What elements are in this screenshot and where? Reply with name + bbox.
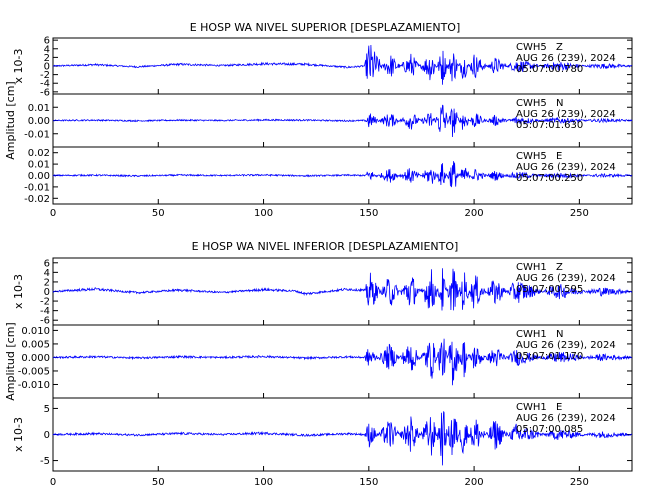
date-label: AUG 26 (239), 2024 [516, 340, 616, 351]
channel-label: E [556, 151, 562, 162]
y-tick-label: 4 [44, 44, 50, 55]
x-tick-label: 50 [152, 208, 165, 219]
x-tick-label: 100 [254, 477, 273, 488]
y-tick-label: 4 [44, 268, 50, 279]
waveform-trace [52, 411, 633, 466]
x-tick-label: 200 [465, 208, 484, 219]
time-label: 05:07:00.780 [516, 64, 583, 75]
station-label: CWH5 [516, 98, 547, 109]
station-label: CWH1 [516, 262, 547, 273]
y-tick-label: 0.01 [28, 103, 50, 114]
waveform-trace [52, 268, 633, 311]
y-tick-label: -0.02 [24, 194, 50, 205]
x-tick-label: 150 [359, 477, 378, 488]
y-tick-label: -0.010 [18, 380, 50, 391]
x-tick-label: 0 [50, 208, 56, 219]
y-tick-label: -5 [40, 456, 50, 467]
waveform-trace [52, 104, 633, 138]
y-tick-label: 0.00 [28, 171, 50, 182]
y-tick-label: 0.010 [21, 326, 50, 337]
y-tick-label: -6 [40, 87, 50, 98]
scale-label: x 10-3 [12, 49, 25, 84]
y-tick-label: -0.01 [24, 182, 50, 193]
station-label: CWH1 [516, 329, 547, 340]
date-label: AUG 26 (239), 2024 [516, 273, 616, 284]
y-tick-label: -0.005 [18, 366, 50, 377]
y-axis-label: Amplitud [cm] [4, 81, 17, 159]
y-tick-label: -6 [40, 316, 50, 327]
time-label: 05:07:00.250 [516, 173, 583, 184]
chart-title: E HOSP WA NIVEL SUPERIOR [DESPLAZAMIENTO… [190, 21, 461, 34]
y-tick-label: 5 [44, 404, 50, 415]
channel-label: Z [556, 262, 563, 273]
y-axis-label: Amplitud [cm] [4, 322, 17, 400]
x-tick-label: 250 [570, 208, 589, 219]
y-tick-label: 0.00 [28, 116, 50, 127]
y-tick-label: 0.005 [21, 339, 50, 350]
scale-label: x 10-3 [12, 274, 25, 309]
y-tick-label: 0 [44, 287, 50, 298]
date-label: AUG 26 (239), 2024 [516, 162, 616, 173]
x-tick-label: 200 [465, 477, 484, 488]
chart-title: E HOSP WA NIVEL INFERIOR [DESPLAZAMIENTO… [192, 240, 459, 253]
waveform-trace [52, 161, 632, 188]
y-tick-label: 0 [44, 62, 50, 73]
y-tick-label: 0 [44, 430, 50, 441]
x-tick-label: 250 [570, 477, 589, 488]
waveform-trace [52, 338, 632, 386]
y-tick-label: -0.01 [24, 129, 50, 140]
y-tick-label: -4 [40, 306, 50, 317]
station-label: CWH5 [516, 151, 547, 162]
station-label: CWH5 [516, 42, 547, 53]
waveform-trace [52, 44, 633, 85]
x-tick-label: 100 [254, 208, 273, 219]
y-tick-label: -2 [40, 297, 50, 308]
y-tick-label: 6 [44, 258, 50, 269]
x-tick-label: 50 [152, 477, 165, 488]
channel-label: N [556, 98, 563, 109]
x-tick-label: 0 [50, 477, 56, 488]
time-label: 05:07:01.170 [516, 351, 583, 362]
time-label: 05:07:01.630 [516, 120, 583, 131]
time-label: 05:07:00.595 [516, 284, 583, 295]
y-tick-label: 2 [44, 53, 50, 64]
scale-label: x 10-3 [12, 417, 25, 452]
y-tick-label: 2 [44, 277, 50, 288]
y-tick-label: -4 [40, 79, 50, 90]
channel-label: E [556, 402, 562, 413]
y-tick-label: 6 [44, 36, 50, 47]
channel-label: N [556, 329, 563, 340]
date-label: AUG 26 (239), 2024 [516, 53, 616, 64]
y-tick-label: -2 [40, 70, 50, 81]
x-tick-label: 150 [359, 208, 378, 219]
date-label: AUG 26 (239), 2024 [516, 413, 616, 424]
y-tick-label: 0.02 [28, 148, 50, 159]
y-tick-label: 0.01 [28, 160, 50, 171]
date-label: AUG 26 (239), 2024 [516, 109, 616, 120]
station-label: CWH1 [516, 402, 547, 413]
y-tick-label: 0.000 [21, 353, 50, 364]
channel-label: Z [556, 42, 563, 53]
time-label: 05:07:00.085 [516, 424, 583, 435]
